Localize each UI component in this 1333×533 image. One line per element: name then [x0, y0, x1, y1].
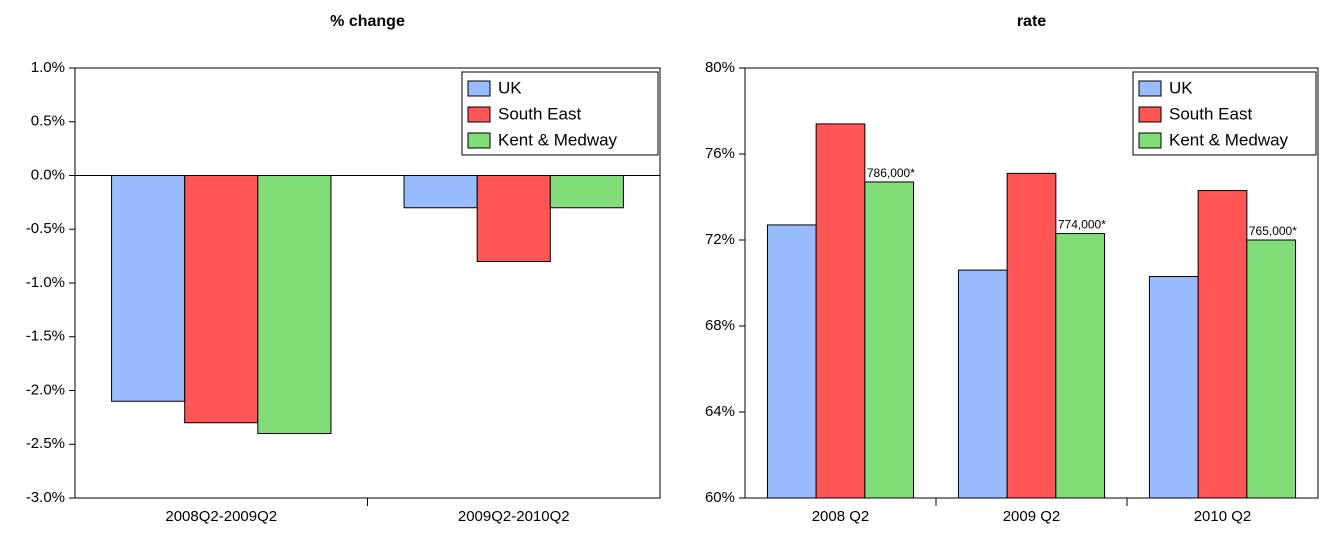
legend-swatch	[467, 132, 491, 149]
bar	[476, 175, 551, 262]
bar	[257, 175, 332, 434]
bar	[1148, 276, 1199, 499]
x-tick-label: 2008 Q2	[812, 508, 870, 525]
annotation: 765,000*	[1249, 224, 1297, 238]
bar	[111, 175, 186, 402]
bar	[815, 123, 866, 499]
legend-swatch	[1138, 132, 1162, 149]
x-tick-label: 2009Q2-2010Q2	[458, 508, 570, 525]
bar	[957, 269, 1008, 499]
legend-swatch	[467, 80, 491, 97]
y-tick-label: 1.0%	[31, 59, 65, 76]
legend-box	[1132, 71, 1317, 156]
annotation: 786,000*	[867, 166, 915, 180]
legend-swatch	[1138, 106, 1162, 123]
bar	[1246, 239, 1297, 499]
bar	[549, 175, 624, 209]
chart-title: rate	[1017, 13, 1046, 30]
y-tick-label: -2.0%	[26, 381, 65, 398]
x-tick-label: 2008Q2-2009Q2	[165, 508, 277, 525]
bar	[1197, 190, 1248, 499]
bar	[184, 175, 259, 424]
y-tick-label: 72%	[705, 231, 735, 248]
bar	[864, 181, 915, 499]
y-tick-label: -1.0%	[26, 274, 65, 291]
y-tick-label: -3.0%	[26, 489, 65, 506]
y-tick-label: 76%	[705, 145, 735, 162]
legend-label: Kent & Medway	[1169, 130, 1289, 149]
legend-label: South East	[1169, 104, 1252, 123]
y-tick-label: 0.5%	[31, 113, 65, 130]
y-tick-label: -0.5%	[26, 220, 65, 237]
y-tick-label: -1.5%	[26, 328, 65, 345]
legend-box	[461, 71, 659, 156]
bar	[766, 224, 817, 499]
x-tick-label: 2009 Q2	[1003, 508, 1061, 525]
legend-label: South East	[498, 104, 581, 123]
y-tick-label: 64%	[705, 403, 735, 420]
legend-swatch	[467, 106, 491, 123]
y-tick-label: 0.0%	[31, 166, 65, 183]
x-tick-label: 2010 Q2	[1194, 508, 1252, 525]
chart-title: % change	[330, 13, 405, 30]
legend-label: UK	[498, 78, 522, 97]
legend-label: Kent & Medway	[498, 130, 618, 149]
annotation: 774,000*	[1058, 218, 1106, 232]
y-tick-label: 68%	[705, 317, 735, 334]
bar	[403, 175, 478, 209]
y-tick-label: -2.5%	[26, 435, 65, 452]
bar	[1055, 233, 1106, 499]
y-tick-label: 80%	[705, 59, 735, 76]
legend-swatch	[1138, 80, 1162, 97]
y-tick-label: 60%	[705, 489, 735, 506]
legend-label: UK	[1169, 78, 1193, 97]
bar	[1006, 172, 1057, 499]
